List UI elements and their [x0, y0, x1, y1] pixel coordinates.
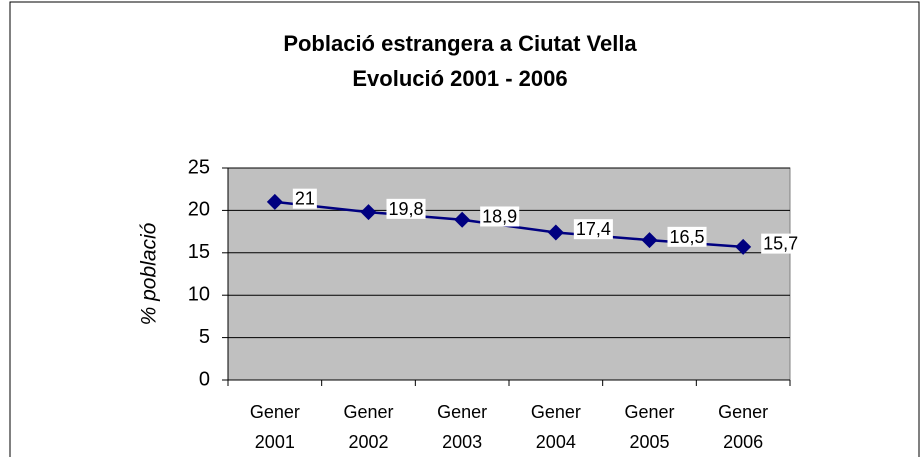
data-label: 19,8 [389, 199, 424, 219]
plot-area [227, 167, 791, 381]
data-label: 16,5 [670, 227, 705, 247]
x-tick-label: Gener 2004 [530, 402, 581, 452]
chart-subtitle: Evolució 2001 - 2006 [352, 66, 567, 91]
marker [641, 232, 658, 249]
data-label-box [573, 219, 613, 240]
data-label: 18,9 [482, 206, 517, 226]
x-tick-label: Gener 2003 [437, 402, 488, 452]
marker [735, 238, 752, 255]
x-tick-label: Gener 2005 [624, 402, 675, 452]
y-axis-label: % població [138, 222, 161, 325]
marker [266, 193, 283, 210]
chart-title: Població estrangera a Ciutat Vella [283, 31, 637, 56]
y-tick-label: 5 [199, 326, 210, 348]
y-tick-label: 10 [188, 283, 210, 305]
data-label: 21 [295, 189, 315, 209]
data-label: 15,7 [763, 234, 798, 254]
marker [454, 211, 471, 228]
marker [360, 204, 377, 221]
y-tick-label: 15 [188, 241, 210, 263]
data-label-box [386, 198, 426, 219]
y-tick-label: 0 [199, 368, 210, 390]
x-tick-label: Gener 2001 [249, 402, 300, 452]
data-label-box [761, 233, 801, 254]
data-label-box [480, 206, 520, 227]
data-label: 17,4 [576, 219, 611, 239]
data-label-box [292, 188, 317, 209]
y-tick-label: 20 [188, 199, 210, 221]
data-label-box [667, 226, 707, 247]
x-tick-label: Gener 2006 [718, 402, 769, 452]
x-tick-label: Gener 2002 [343, 402, 394, 452]
y-tick-label: 25 [188, 156, 210, 178]
marker [547, 224, 564, 241]
